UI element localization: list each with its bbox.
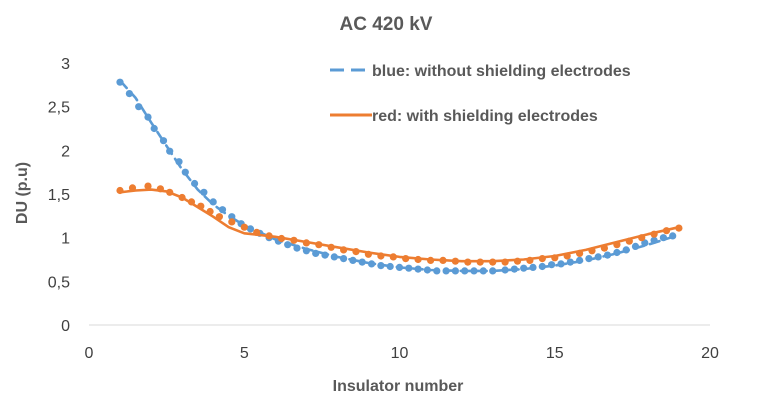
y-tick-label-0: 0 <box>61 318 70 335</box>
x-tick-labels: 0 5 10 15 20 <box>85 345 719 362</box>
chart-title: AC 420 kV <box>340 14 433 35</box>
legend: blue: without shielding electrodes red: … <box>330 63 631 125</box>
series-0-point-54 <box>613 248 621 257</box>
x-tick-label-0: 0 <box>85 345 94 362</box>
series-0-point-27 <box>358 258 366 266</box>
y-tick-label-5: 2,5 <box>48 100 70 117</box>
x-axis-label: Insulator number <box>333 378 464 395</box>
series-1-point-10 <box>228 218 236 226</box>
y-tick-label-1: 0,5 <box>48 274 70 291</box>
y-axis-label: DU (p.u) <box>14 162 31 224</box>
x-tick-label-3: 15 <box>546 345 564 362</box>
series-1-point-11 <box>240 223 248 231</box>
series-1 <box>116 182 683 266</box>
x-tick-label-2: 10 <box>391 345 409 362</box>
series-1-trendline <box>118 188 681 263</box>
series-0-trendline <box>118 79 681 273</box>
legend-label-blue: blue: without shielding electrodes <box>372 63 631 80</box>
y-tick-label-4: 2 <box>61 143 70 160</box>
series-1-point-2 <box>144 182 152 190</box>
series-0-point-32 <box>405 264 413 272</box>
plot-area <box>116 78 683 275</box>
series-0-point-57 <box>641 239 649 247</box>
series-0-point-42 <box>501 266 509 274</box>
series-0-point-39 <box>470 267 478 275</box>
y-tick-label-3: 1,5 <box>48 187 70 204</box>
legend-label-red: red: with shielding electrodes <box>372 108 598 125</box>
y-tick-label-2: 1 <box>61 231 70 248</box>
x-tick-label-1: 5 <box>240 345 249 362</box>
series-0-point-10 <box>200 188 208 196</box>
series-0 <box>116 78 681 275</box>
y-tick-labels: 0 0,5 1 1,5 2 2,5 3 <box>48 56 70 335</box>
y-tick-label-6: 3 <box>61 56 70 73</box>
x-tick-label-4: 20 <box>701 345 719 362</box>
